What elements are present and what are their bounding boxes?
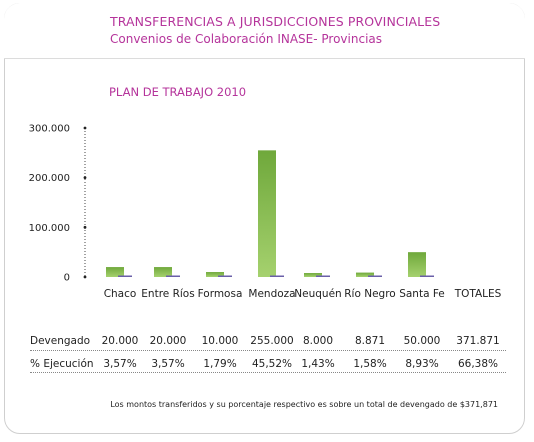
y-tick-label: 300.000 bbox=[29, 124, 70, 135]
bar-devengado bbox=[106, 267, 124, 277]
y-tick-mark bbox=[83, 225, 87, 229]
bar-ejecucion bbox=[270, 275, 284, 277]
x-category-label: Entre Ríos bbox=[141, 288, 194, 300]
y-tick-label: 200.000 bbox=[29, 173, 70, 184]
x-category-label: Río Negro bbox=[344, 288, 395, 300]
footnote: Los montos transferidos y su porcentaje … bbox=[110, 400, 498, 409]
bar-ejecucion bbox=[118, 275, 132, 277]
bar-ejecucion bbox=[420, 275, 434, 277]
table-cell: 66,38% bbox=[457, 358, 499, 370]
bar-ejecucion bbox=[218, 275, 232, 277]
table-cell: 8.000 bbox=[302, 335, 334, 347]
x-category-label: Mendoza bbox=[248, 288, 295, 300]
y-tick-label: 100.000 bbox=[29, 223, 70, 234]
table-row-divider bbox=[30, 372, 506, 373]
table-cell: 20.000 bbox=[149, 335, 187, 347]
x-category-label: Chaco bbox=[104, 288, 137, 300]
page-title: TRANSFERENCIAS A JURISDICCIONES PROVINCI… bbox=[110, 14, 441, 29]
bar-devengado bbox=[258, 150, 276, 277]
table-cell: 50.000 bbox=[403, 335, 441, 347]
table-cell: 8,93% bbox=[405, 358, 439, 370]
y-tick-label: 0 bbox=[64, 273, 70, 284]
table-row-label: % Ejecución bbox=[30, 358, 94, 370]
x-category-label: TOTALES bbox=[454, 288, 502, 300]
bar-devengado bbox=[356, 272, 374, 277]
table-cell: 1,79% bbox=[203, 358, 237, 370]
bar-ejecucion bbox=[166, 275, 180, 277]
bar-ejecucion bbox=[316, 275, 330, 277]
x-category-label: Neuquén bbox=[294, 288, 341, 300]
bar-devengado bbox=[206, 272, 224, 277]
chart-title: PLAN DE TRABAJO 2010 bbox=[109, 85, 247, 99]
table-row-divider bbox=[30, 350, 506, 351]
y-tick-mark bbox=[83, 126, 87, 130]
x-category-label: Santa Fe bbox=[399, 288, 445, 300]
bar-devengado bbox=[304, 273, 322, 277]
y-tick-mark bbox=[83, 275, 87, 279]
table-cell: 1,43% bbox=[301, 358, 335, 370]
page-subtitle: Convenios de Colaboración INASE- Provinc… bbox=[110, 32, 383, 46]
bar-ejecucion bbox=[368, 275, 382, 277]
table-cell: 3,57% bbox=[103, 358, 137, 370]
table-cell: 1,58% bbox=[353, 358, 387, 370]
bar-chart: 0 100.000 200.000 300.000 Chaco Entre Ríos For… bbox=[29, 124, 502, 301]
table-cell: 45,52% bbox=[251, 358, 293, 370]
bar-devengado bbox=[154, 267, 172, 277]
bar-devengado bbox=[408, 252, 426, 277]
x-category-label: Formosa bbox=[198, 288, 243, 300]
table-cell: 10.000 bbox=[201, 335, 239, 347]
table-row-label: Devengado bbox=[30, 335, 91, 347]
table-cell: 3,57% bbox=[151, 358, 185, 370]
header-divider bbox=[4, 58, 525, 59]
table-cell: 8.871 bbox=[354, 335, 386, 347]
table-cell: 371.871 bbox=[456, 335, 500, 347]
table-cell: 20.000 bbox=[101, 335, 139, 347]
y-tick-mark bbox=[83, 176, 87, 180]
table-cell: 255.000 bbox=[250, 335, 294, 347]
header-box bbox=[4, 3, 525, 58]
